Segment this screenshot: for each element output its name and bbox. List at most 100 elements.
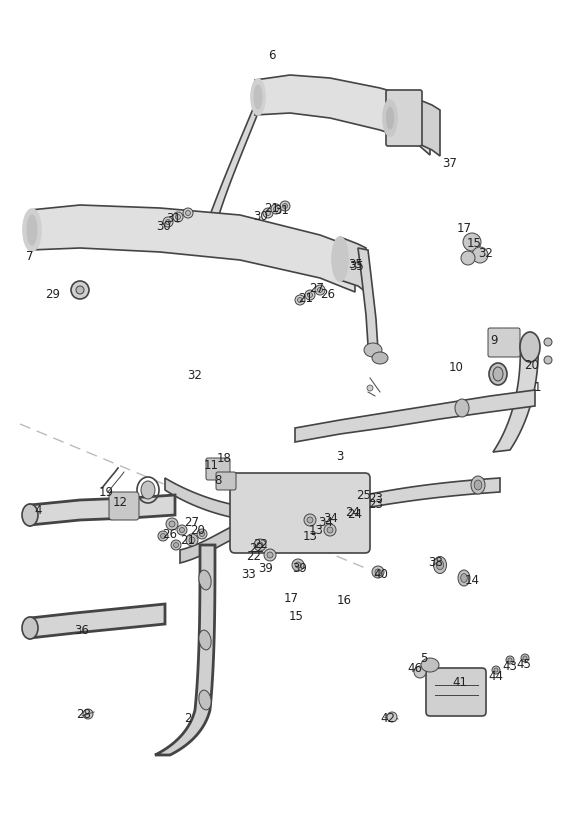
Polygon shape — [155, 545, 215, 755]
Circle shape — [508, 658, 512, 662]
FancyBboxPatch shape — [426, 668, 486, 716]
Polygon shape — [340, 237, 366, 292]
Polygon shape — [255, 75, 430, 155]
Circle shape — [295, 562, 301, 568]
Text: 43: 43 — [503, 659, 518, 672]
Ellipse shape — [23, 209, 41, 251]
Circle shape — [175, 214, 181, 219]
Circle shape — [307, 517, 313, 523]
Circle shape — [297, 297, 303, 302]
Text: 23: 23 — [368, 491, 384, 504]
Text: 12: 12 — [113, 495, 128, 508]
Text: 31: 31 — [275, 204, 289, 217]
Circle shape — [292, 559, 304, 571]
Ellipse shape — [421, 658, 439, 672]
Text: 34: 34 — [318, 516, 333, 528]
Text: 7: 7 — [26, 250, 34, 263]
Polygon shape — [210, 97, 258, 228]
Text: 3: 3 — [336, 450, 344, 462]
Circle shape — [324, 524, 336, 536]
Circle shape — [273, 207, 279, 212]
Circle shape — [271, 204, 281, 214]
Circle shape — [199, 531, 205, 536]
Text: 22: 22 — [250, 542, 265, 555]
Circle shape — [254, 539, 266, 551]
Circle shape — [173, 212, 183, 222]
Ellipse shape — [199, 690, 211, 710]
Circle shape — [263, 208, 273, 218]
Circle shape — [185, 210, 191, 216]
Ellipse shape — [434, 556, 447, 574]
Circle shape — [171, 540, 181, 550]
Circle shape — [307, 293, 312, 297]
Ellipse shape — [332, 237, 348, 281]
Ellipse shape — [364, 343, 382, 357]
Ellipse shape — [141, 481, 155, 499]
Circle shape — [461, 251, 475, 265]
Ellipse shape — [493, 367, 503, 381]
Text: 29: 29 — [45, 288, 61, 302]
Text: 26: 26 — [321, 288, 335, 302]
FancyBboxPatch shape — [230, 473, 370, 553]
Text: 37: 37 — [442, 157, 458, 170]
Text: 21: 21 — [265, 202, 279, 214]
Polygon shape — [30, 205, 355, 292]
Text: 20: 20 — [525, 358, 539, 372]
Circle shape — [283, 204, 287, 208]
Circle shape — [544, 356, 552, 364]
Text: 13: 13 — [308, 525, 324, 537]
Text: 24: 24 — [347, 508, 363, 521]
Circle shape — [523, 656, 527, 660]
Circle shape — [506, 656, 514, 664]
Circle shape — [169, 521, 175, 527]
Text: 30: 30 — [254, 209, 268, 222]
Circle shape — [375, 569, 381, 575]
Text: 35: 35 — [349, 259, 363, 271]
Text: 39: 39 — [293, 561, 307, 574]
Circle shape — [267, 552, 273, 558]
Polygon shape — [415, 98, 440, 156]
Text: 36: 36 — [75, 624, 89, 636]
Circle shape — [186, 534, 198, 546]
Text: 22: 22 — [254, 539, 269, 551]
Circle shape — [183, 208, 193, 218]
Ellipse shape — [22, 617, 38, 639]
Text: 4: 4 — [34, 504, 42, 517]
Circle shape — [521, 654, 529, 662]
Text: 28: 28 — [76, 708, 92, 720]
Text: 9: 9 — [490, 334, 498, 347]
Text: 23: 23 — [368, 498, 384, 511]
Ellipse shape — [474, 480, 482, 490]
Circle shape — [372, 566, 384, 578]
Ellipse shape — [372, 352, 388, 364]
Ellipse shape — [383, 100, 397, 136]
Ellipse shape — [458, 570, 470, 586]
Text: 42: 42 — [381, 711, 395, 724]
Circle shape — [160, 533, 166, 539]
Polygon shape — [295, 390, 535, 442]
Circle shape — [304, 514, 316, 526]
Text: 45: 45 — [517, 658, 532, 671]
Text: 21: 21 — [298, 293, 314, 306]
Text: 46: 46 — [408, 662, 423, 675]
Text: 18: 18 — [216, 452, 231, 465]
Text: 38: 38 — [429, 556, 444, 569]
Ellipse shape — [27, 215, 37, 245]
FancyBboxPatch shape — [109, 492, 139, 520]
Circle shape — [387, 712, 397, 722]
Circle shape — [189, 537, 195, 543]
Text: 5: 5 — [420, 653, 428, 666]
Text: 16: 16 — [336, 594, 352, 607]
Ellipse shape — [471, 476, 485, 494]
Text: 8: 8 — [215, 474, 222, 486]
Ellipse shape — [22, 504, 38, 526]
Polygon shape — [358, 248, 378, 350]
Circle shape — [463, 233, 481, 251]
Text: 2: 2 — [184, 711, 192, 724]
Text: 32: 32 — [479, 246, 493, 260]
Circle shape — [492, 666, 500, 674]
Circle shape — [494, 668, 498, 672]
Text: 27: 27 — [310, 282, 325, 294]
Text: 19: 19 — [99, 485, 114, 499]
Text: 14: 14 — [465, 574, 479, 587]
